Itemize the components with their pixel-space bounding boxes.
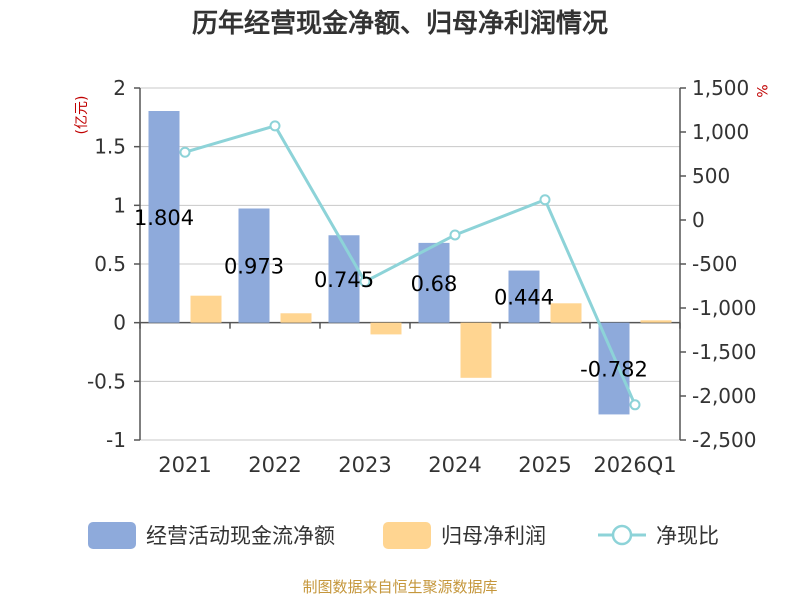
source-note: 制图数据来自恒生聚源数据库 bbox=[302, 578, 497, 596]
bar-cashflow-2021 bbox=[148, 110, 180, 323]
bar-marks bbox=[148, 110, 672, 415]
left-axis-unit: (亿元) bbox=[74, 96, 90, 135]
bar-cashflow-2025 bbox=[508, 270, 540, 323]
left-tick-label: 1.5 bbox=[94, 135, 126, 159]
legend-item[interactable]: 经营活动现金流净额 bbox=[88, 522, 335, 549]
line-point-2022 bbox=[269, 120, 281, 132]
data-label: 1.804 bbox=[134, 206, 194, 230]
right-tick-label: 0 bbox=[692, 208, 705, 232]
line-point-2024 bbox=[449, 229, 461, 241]
line-point-2021 bbox=[179, 146, 191, 158]
line-point-2026Q1 bbox=[629, 399, 641, 411]
right-axis-ticks: 1,500 1,000 500 0 -500 -1,000 -1,500 -2,000 -2,5… bbox=[680, 76, 756, 452]
line-series bbox=[179, 120, 641, 411]
bar-netprofit-2024 bbox=[460, 322, 492, 378]
bar-netprofit-2021 bbox=[190, 295, 222, 323]
data-label: 0.973 bbox=[224, 255, 284, 279]
bar-netprofit-2025 bbox=[550, 303, 582, 323]
left-axis-ticks: 2 1.5 1 0.5 0 -0.5 -1 bbox=[87, 76, 140, 452]
line-ratio bbox=[184, 124, 637, 406]
category-label: 2025 bbox=[518, 453, 571, 477]
chart-title: 历年经营现金净额、归母净利润情况 bbox=[192, 8, 608, 39]
legend-swatch bbox=[88, 522, 136, 549]
category-labels: 2021 2022 2023 2024 2025 2026Q1 bbox=[158, 453, 676, 477]
line-point-2023 bbox=[359, 276, 371, 288]
category-label: 2026Q1 bbox=[593, 453, 676, 477]
data-label: 0.745 bbox=[314, 268, 374, 292]
bar-cashflow-2022 bbox=[238, 208, 270, 323]
legend-item[interactable]: 归母净利润 bbox=[383, 522, 546, 549]
legend-label: 净现比 bbox=[656, 524, 719, 548]
right-axis-unit: % bbox=[753, 84, 769, 97]
left-tick-label: -1 bbox=[106, 428, 126, 452]
data-label: -0.782 bbox=[580, 358, 648, 382]
left-tick-label: -0.5 bbox=[87, 369, 126, 393]
bar-netprofit-2022 bbox=[280, 313, 312, 323]
legend-item[interactable]: 净现比 bbox=[598, 524, 719, 548]
category-label: 2021 bbox=[158, 453, 211, 477]
right-tick-label: -2,000 bbox=[692, 384, 756, 408]
right-tick-label: -1,000 bbox=[692, 296, 756, 320]
legend-label: 归母净利润 bbox=[441, 524, 546, 548]
legend-marker bbox=[611, 524, 633, 546]
left-tick-label: 1 bbox=[113, 193, 126, 217]
data-labels: 1.804 0.973 0.745 0.68 0.444 -0.782 bbox=[134, 206, 648, 382]
left-tick-label: 2 bbox=[113, 76, 126, 100]
bar-netprofit-2026Q1 bbox=[640, 320, 672, 323]
legend-label: 经营活动现金流净额 bbox=[146, 524, 335, 548]
bar-cashflow-2024 bbox=[418, 242, 450, 323]
bar-cashflow-2026Q1 bbox=[598, 322, 630, 415]
right-tick-label: -500 bbox=[692, 252, 737, 276]
toolbar-icon bbox=[680, 560, 702, 582]
legend-swatch bbox=[383, 522, 431, 549]
left-tick-label: 0.5 bbox=[94, 252, 126, 276]
data-label: 0.68 bbox=[411, 272, 458, 296]
left-tick-label: 0 bbox=[113, 311, 126, 335]
right-tick-label: 1,500 bbox=[692, 76, 749, 100]
category-label: 2023 bbox=[338, 453, 391, 477]
bar-cashflow-2023 bbox=[328, 235, 360, 323]
category-label: 2024 bbox=[428, 453, 481, 477]
right-tick-label: -2,500 bbox=[692, 428, 756, 452]
line-point-2025 bbox=[539, 194, 551, 206]
category-label: 2022 bbox=[248, 453, 301, 477]
data-label: 0.444 bbox=[494, 286, 554, 310]
gridlines bbox=[140, 87, 680, 441]
right-tick-label: -1,500 bbox=[692, 340, 756, 364]
legend: 经营活动现金流净额 归母净利润 净现比 bbox=[88, 522, 719, 549]
right-tick-label: 500 bbox=[692, 164, 730, 188]
right-tick-label: 1,000 bbox=[692, 120, 749, 144]
bar-netprofit-2023 bbox=[370, 322, 402, 335]
